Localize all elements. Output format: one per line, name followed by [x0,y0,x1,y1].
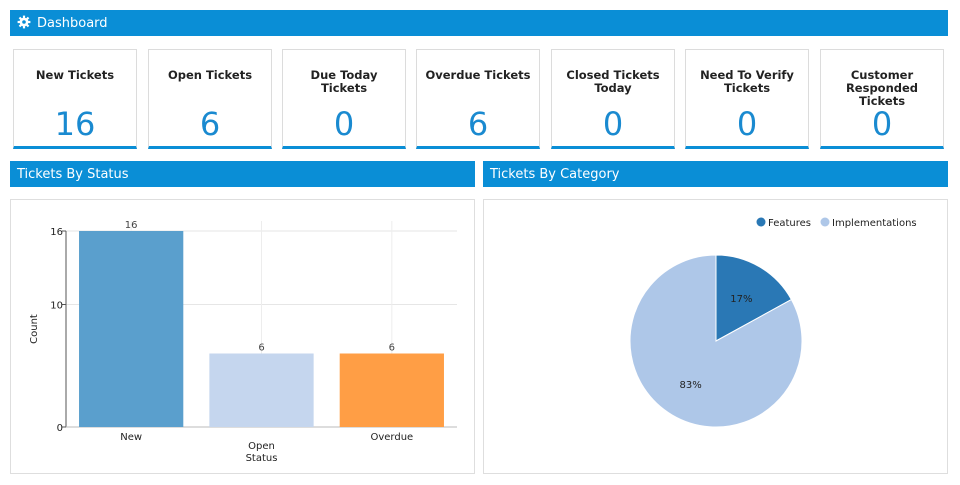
card-title: Due Today Tickets [310,68,378,95]
category-pie-chart: 17% 83% Features Implementations [629,217,917,428]
x-tick-label: Overdue [370,432,413,443]
card-due-today-tickets[interactable]: Due Today Tickets 0 [282,49,406,149]
status-bar-chart: 0 10 16 Count 16 New 6 Open 6 Overdue Status [29,220,457,464]
status-section-title: Tickets By Status [17,166,129,182]
status-section-header: Tickets By Status [10,161,475,187]
card-title: Need To Verify Tickets [700,68,794,95]
card-value: 16 [54,105,96,143]
bar-new [79,231,184,427]
status-chart-panel: 0 10 16 Count 16 New 6 Open 6 Overdue Status [10,199,475,474]
card-title: Closed Tickets Today [566,68,660,95]
card-title: New Tickets [35,68,115,82]
card-open-tickets[interactable]: Open Tickets 6 [148,49,272,149]
card-title: Customer Responded Tickets [845,68,919,108]
card-value: 0 [602,105,624,143]
card-overdue-tickets[interactable]: Overdue Tickets 6 [416,49,540,149]
x-tick-label: New [120,432,142,443]
bar-open [209,353,314,427]
card-title: Open Tickets [167,68,253,82]
card-customer-responded-tickets[interactable]: Customer Responded Tickets 0 [820,49,944,149]
x-tick-label: Open [248,441,275,452]
card-new-tickets[interactable]: New Tickets 16 [13,49,137,149]
x-axis-label: Status [246,453,278,464]
legend-marker [756,217,766,227]
legend-marker [820,217,830,227]
card-value: 6 [199,105,221,143]
card-need-to-verify-tickets[interactable]: Need To Verify Tickets 0 [685,49,809,149]
card-title: Overdue Tickets [425,68,531,82]
pie-data-label: 17% [730,294,752,305]
category-section-header: Tickets By Category [483,161,948,187]
y-tick-label: 10 [50,301,63,312]
pie-data-label: 83% [679,380,701,391]
bar-data-label: 6 [258,343,264,354]
dashboard-header: Dashboard [10,10,948,36]
card-value: 6 [467,105,489,143]
legend-label: Features [768,218,811,229]
category-chart-panel: 17% 83% Features Implementations [483,199,948,474]
card-closed-tickets-today[interactable]: Closed Tickets Today 0 [551,49,675,149]
bar-data-label: 16 [125,220,138,231]
dashboard-title: Dashboard [37,15,108,31]
y-axis-label: Count [29,314,40,344]
card-value: 0 [736,105,758,143]
pie-slice-implementations [629,254,803,428]
y-tick-label: 16 [50,227,63,238]
legend-label: Implementations [832,218,917,229]
card-value: 0 [871,105,893,143]
gear-icon [17,15,33,31]
category-section-title: Tickets By Category [490,166,620,182]
bar-overdue [339,353,444,427]
y-tick-label: 0 [57,423,63,434]
pie-slice-features [715,254,793,342]
bar-data-label: 6 [389,343,395,354]
card-value: 0 [333,105,355,143]
